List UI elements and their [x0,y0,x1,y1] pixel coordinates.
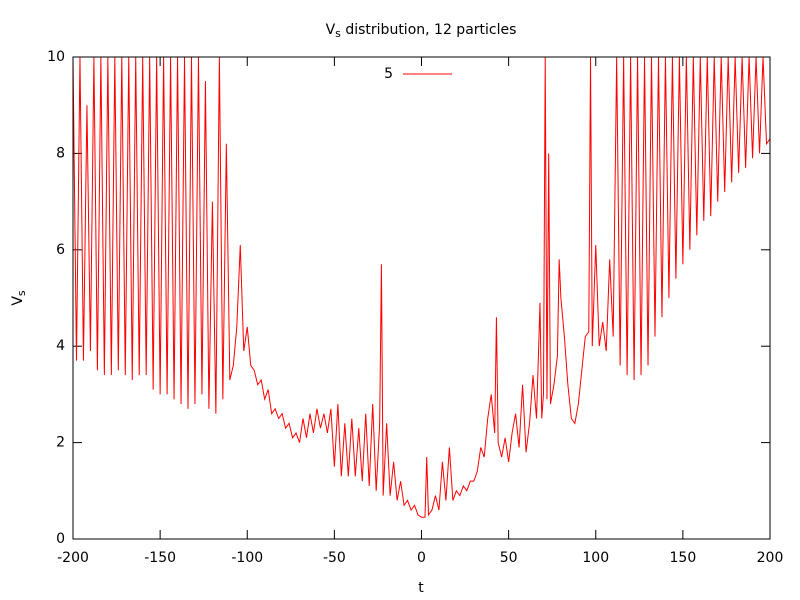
x-tick-label: 0 [417,550,426,566]
title-main: V [326,22,336,38]
x-axis-label: t [418,580,424,596]
ylabel-main: V [10,296,26,306]
x-tick-label: 100 [582,550,609,566]
x-tick-label: -100 [231,550,263,566]
legend-label: 5 [384,66,393,82]
chart-title: Vs distribution, 12 particles [326,22,517,40]
x-tick-label: -150 [144,550,176,566]
y-tick-label: 0 [56,531,65,547]
title-subscript: s [335,27,341,40]
x-tick-label: 200 [757,550,784,566]
ylabel-subscript: s [15,290,28,296]
y-tick-label: 6 [56,242,65,258]
y-tick-label: 8 [56,145,65,161]
y-tick-label: 10 [47,49,65,65]
y-tick-label: 4 [56,338,65,354]
y-axis-label: Vs [10,290,28,306]
x-tick-label: 150 [670,550,697,566]
plot-border [72,56,771,540]
x-tick-label: -50 [323,550,346,566]
title-rest: distribution, 12 particles [341,22,517,38]
x-tick-label: 50 [500,550,518,566]
x-tick-label: -200 [57,550,89,566]
data-line [73,57,770,518]
y-tick-label: 2 [56,435,65,451]
